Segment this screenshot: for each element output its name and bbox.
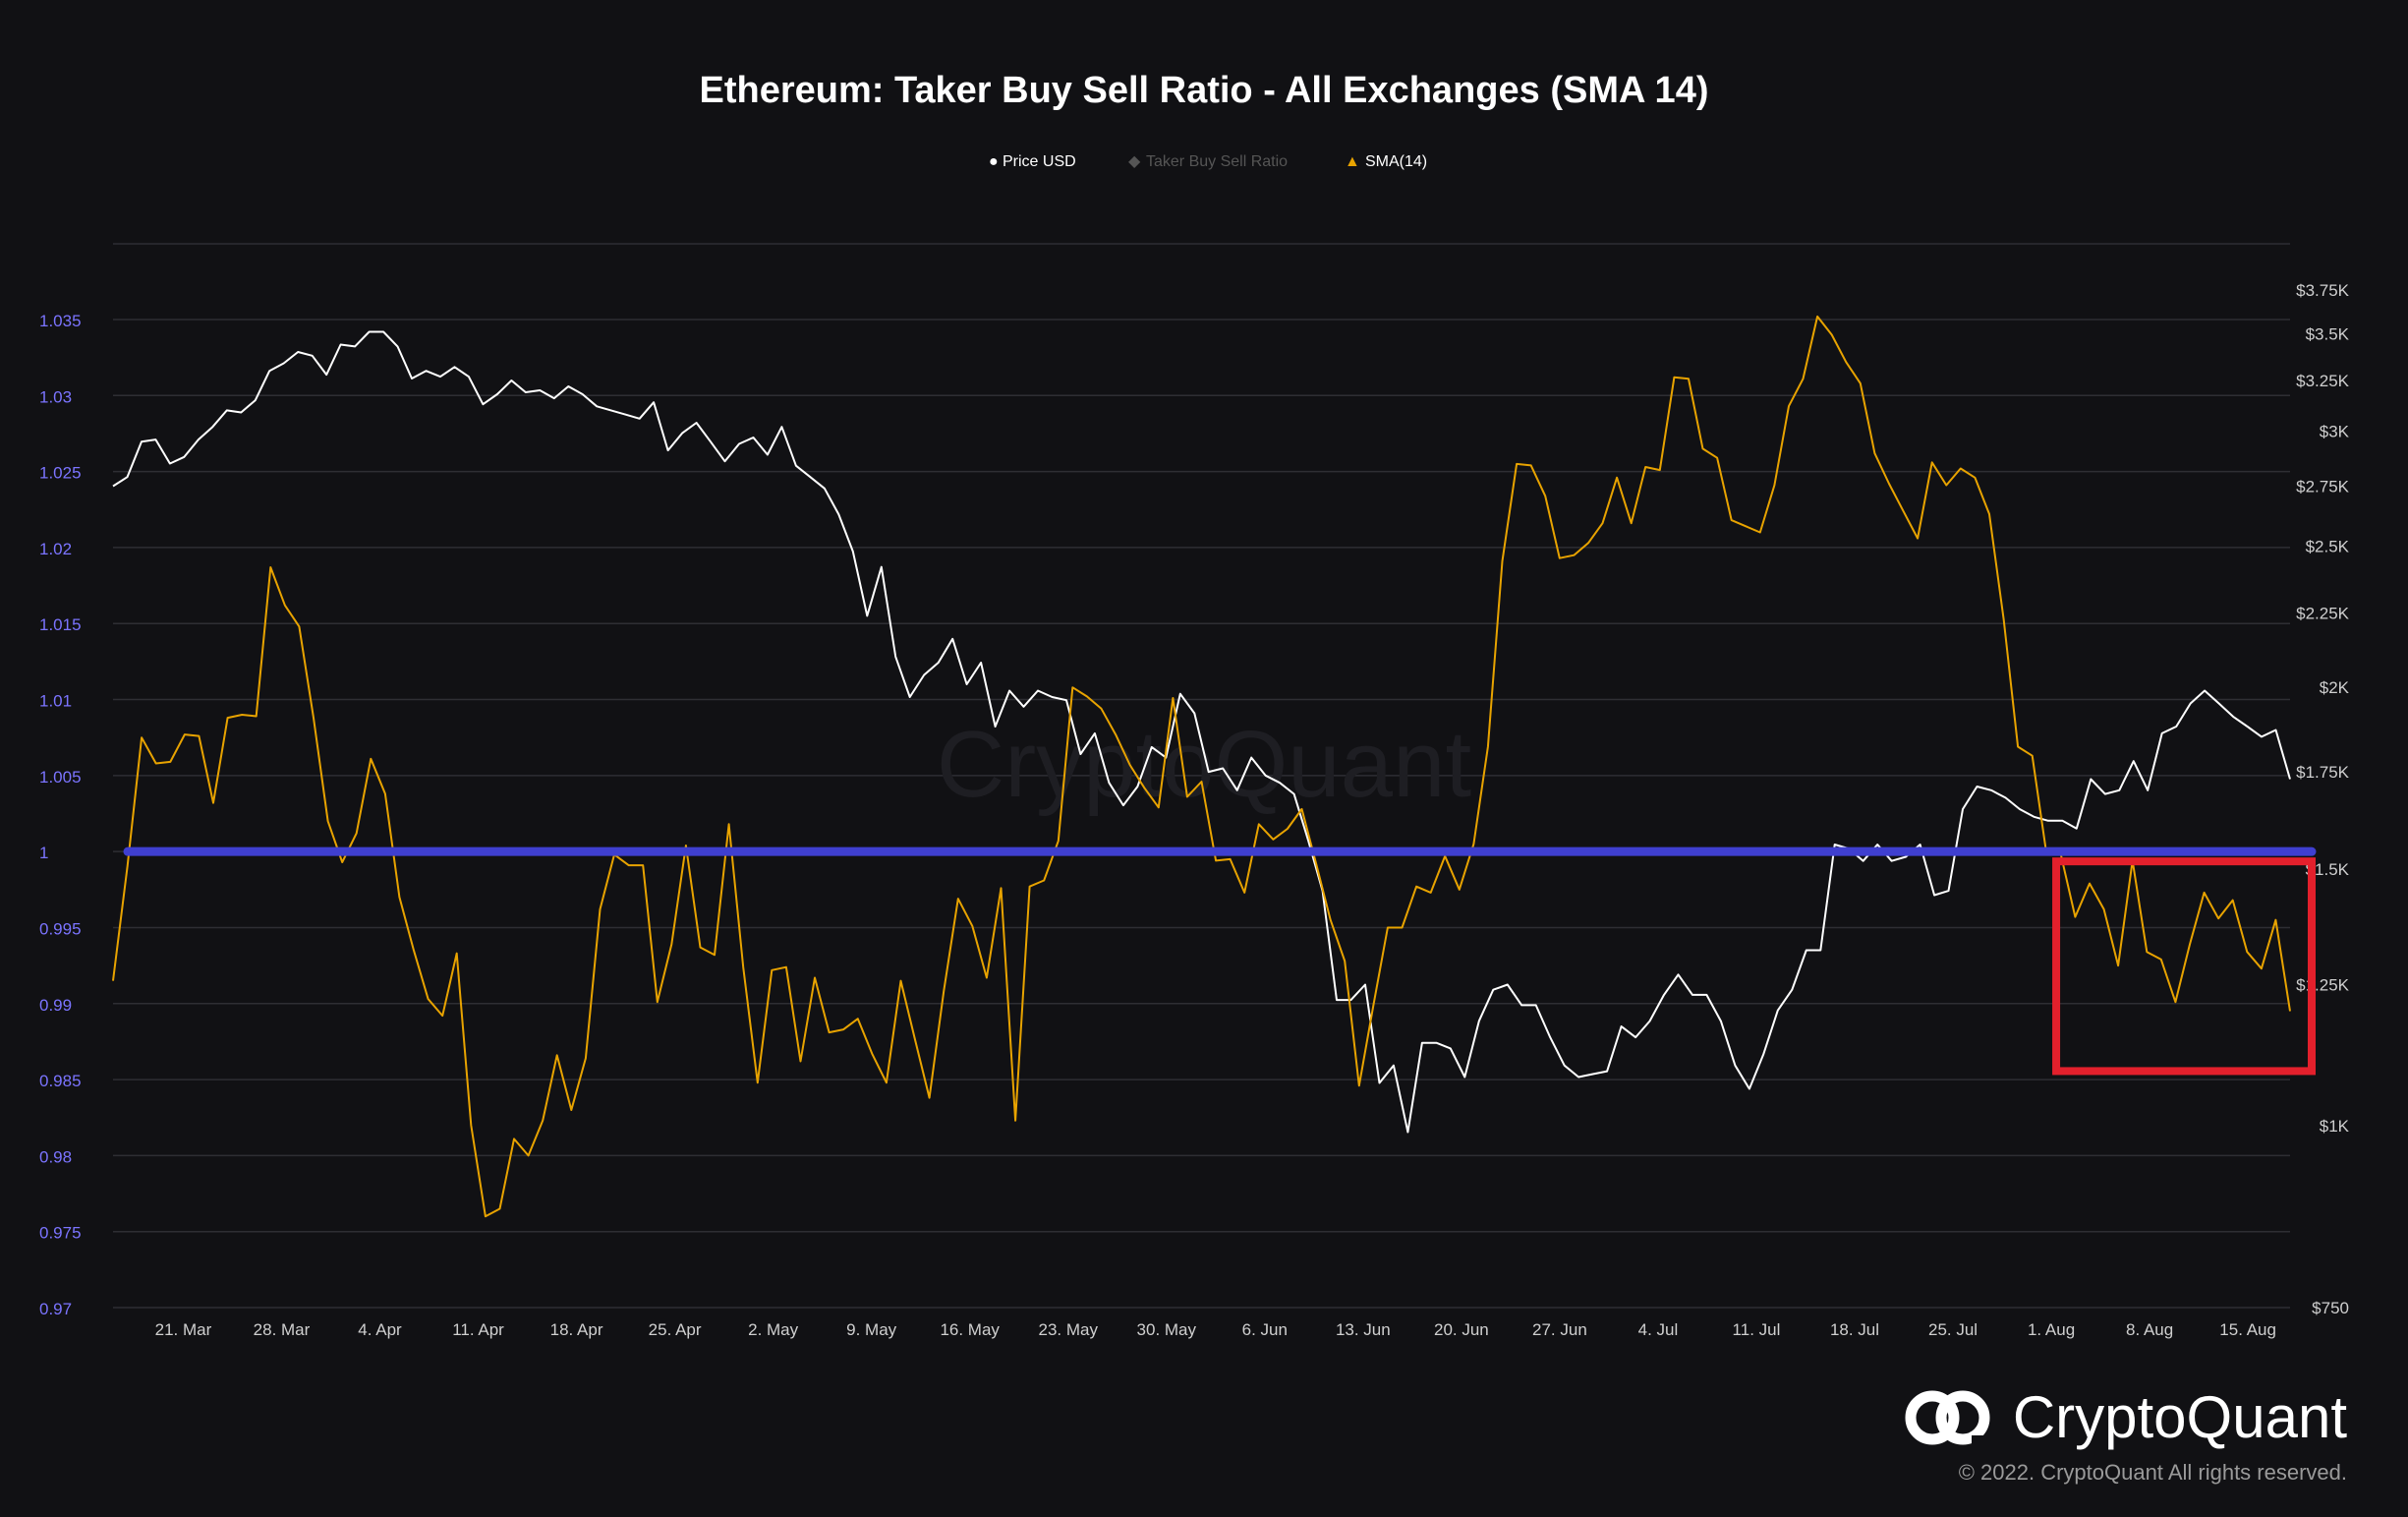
x-tick-label: 16. May	[940, 1320, 1000, 1339]
y-right-tick-label: $1.25K	[2296, 975, 2350, 994]
y-right-tick-label: $2.75K	[2296, 477, 2350, 496]
x-tick-label: 20. Jun	[1434, 1320, 1489, 1339]
legend-item-price[interactable]: ● Price USD	[989, 153, 1076, 170]
x-tick-label: 11. Apr	[452, 1320, 504, 1339]
x-axis: 21. Mar 28. Mar 4. Apr 11. Apr 18. Apr 25. Ap…	[155, 1320, 2276, 1339]
y-right-tick-label: $3K	[2320, 422, 2350, 440]
cryptoquant-logo-icon	[1905, 1390, 1990, 1445]
y-right-tick-label: $3.75K	[2296, 281, 2350, 300]
x-tick-label: 6. Jun	[1242, 1320, 1288, 1339]
y-left-tick-label: 1.005	[39, 768, 82, 787]
chart-title: Ethereum: Taker Buy Sell Ratio - All Exc…	[700, 70, 1709, 111]
price-legend-marker-icon: ●	[989, 153, 999, 170]
legend-label-sma: SMA(14)	[1365, 153, 1427, 170]
y-right-tick-label: $1K	[2320, 1117, 2350, 1136]
y-axis-right: $3.75K $3.5K $3.25K $3K $2.75K $2.5K $2.25K $2K…	[2296, 281, 2350, 1317]
y-left-tick-label: 1.03	[39, 387, 72, 406]
y-right-tick-label: $2.25K	[2296, 605, 2350, 623]
y-right-tick-label: $3.5K	[2306, 324, 2350, 343]
y-left-tick-label: 1.01	[39, 692, 72, 711]
x-tick-label: 18. Apr	[550, 1320, 603, 1339]
x-tick-label: 21. Mar	[155, 1320, 212, 1339]
legend-label-price: Price USD	[1003, 153, 1076, 170]
y-left-tick-label: 1.02	[39, 540, 72, 558]
y-right-tick-label: $1.5K	[2306, 860, 2350, 879]
y-right-tick-label: $750	[2312, 1299, 2349, 1317]
watermark: CryptoQuant	[937, 712, 1471, 817]
x-tick-label: 13. Jun	[1336, 1320, 1391, 1339]
y-right-tick-label: $3.25K	[2296, 372, 2350, 390]
brand-logo: CryptoQuant	[1905, 1384, 2347, 1450]
copyright: © 2022. CryptoQuant All rights reserved.	[1959, 1460, 2347, 1485]
series-line-sma	[112, 315, 2291, 1218]
x-tick-label: 9. May	[846, 1320, 897, 1339]
x-tick-label: 4. Apr	[358, 1320, 402, 1339]
legend-item-taker-ratio[interactable]: ◆ Taker Buy Sell Ratio	[1128, 153, 1288, 170]
sma-legend-marker-icon: ▲	[1345, 153, 1360, 170]
x-tick-label: 23. May	[1038, 1320, 1098, 1339]
y-right-tick-label: $1.75K	[2296, 763, 2350, 782]
y-left-tick-label: 0.99	[39, 996, 72, 1015]
legend-item-sma[interactable]: ▲ SMA(14)	[1345, 153, 1427, 170]
x-tick-label: 15. Aug	[2219, 1320, 2276, 1339]
y-left-tick-label: 0.97	[39, 1300, 72, 1318]
x-tick-label: 11. Jul	[1733, 1320, 1781, 1339]
y-right-tick-label: $2.5K	[2306, 538, 2350, 556]
legend-label-taker-ratio: Taker Buy Sell Ratio	[1146, 153, 1288, 170]
x-tick-label: 30. May	[1137, 1320, 1197, 1339]
y-left-tick-label: 1.025	[39, 464, 82, 483]
x-tick-label: 25. Apr	[649, 1320, 702, 1339]
series-line-price	[112, 330, 2291, 1134]
x-tick-label: 1. Aug	[2028, 1320, 2075, 1339]
x-tick-label: 4. Jul	[1638, 1320, 1679, 1339]
x-tick-label: 2. May	[748, 1320, 799, 1339]
y-right-tick-label: $2K	[2320, 678, 2350, 697]
x-tick-label: 28. Mar	[254, 1320, 311, 1339]
y-left-tick-label: 1.035	[39, 312, 82, 330]
legend: ● Price USD ◆ Taker Buy Sell Ratio ▲ SMA…	[989, 153, 1427, 170]
y-left-tick-label: 0.985	[39, 1072, 82, 1090]
x-tick-label: 8. Aug	[2126, 1320, 2173, 1339]
y-left-tick-label: 0.975	[39, 1224, 82, 1243]
x-tick-label: 18. Jul	[1830, 1320, 1879, 1339]
x-tick-label: 27. Jun	[1532, 1320, 1587, 1339]
y-left-tick-label: 0.98	[39, 1147, 72, 1166]
taker-ratio-legend-marker-icon: ◆	[1128, 153, 1141, 170]
y-left-tick-label: 0.995	[39, 919, 82, 938]
x-tick-label: 25. Jul	[1928, 1320, 1978, 1339]
grid	[113, 243, 2290, 1309]
y-axis-left: 1.035 1.03 1.025 1.02 1.015 1.01 1.005 1 0.995 0.…	[39, 312, 82, 1318]
brand-name: CryptoQuant	[2013, 1384, 2347, 1450]
y-left-tick-label: 1	[39, 844, 48, 862]
y-left-tick-label: 1.015	[39, 615, 82, 634]
highlight-box-annotation	[2052, 857, 2316, 1076]
